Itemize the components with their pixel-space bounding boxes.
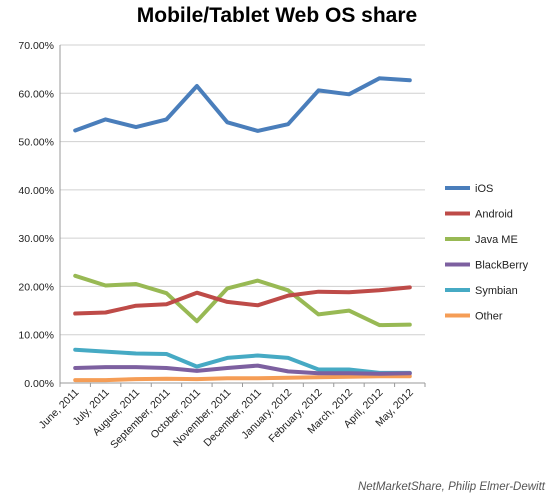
source-note: NetMarketShare, Philip Elmer-Dewitt <box>358 481 546 493</box>
series-lines <box>73 76 412 383</box>
y-tick-label: 30.00% <box>18 233 54 245</box>
legend-label: BlackBerry <box>475 260 529 272</box>
gridlines <box>59 44 425 384</box>
series-line-android <box>73 285 412 316</box>
legend-label: Android <box>475 209 513 221</box>
y-tick-label: 10.00% <box>18 330 54 342</box>
y-axis: 0.00% 10.00% 20.00% 30.00% 40.00% 50.00% 60.00… <box>18 40 54 390</box>
chart-title: Mobile/Tablet Web OS share <box>137 4 417 27</box>
series-line-other <box>73 374 412 383</box>
series-line-blackberry <box>73 363 412 376</box>
series-line-ios <box>73 76 412 133</box>
y-tick-label: 40.00% <box>18 185 54 197</box>
legend-label: Symbian <box>475 285 518 297</box>
series-line-java-me <box>73 273 412 328</box>
legend: iOS Android Java ME BlackBerry Symbian Other <box>445 183 529 323</box>
y-tick-label: 70.00% <box>18 40 54 52</box>
series-line-symbian <box>73 347 412 375</box>
legend-label: Java ME <box>475 234 518 246</box>
y-tick-label: 60.00% <box>18 88 54 100</box>
y-tick-label: 50.00% <box>18 137 54 149</box>
y-tick-label: 0.00% <box>24 378 54 390</box>
y-tick-label: 20.00% <box>18 281 54 293</box>
legend-label: Other <box>475 311 503 323</box>
x-tick-label: February, 2012 <box>266 387 324 445</box>
legend-label: iOS <box>475 183 493 195</box>
